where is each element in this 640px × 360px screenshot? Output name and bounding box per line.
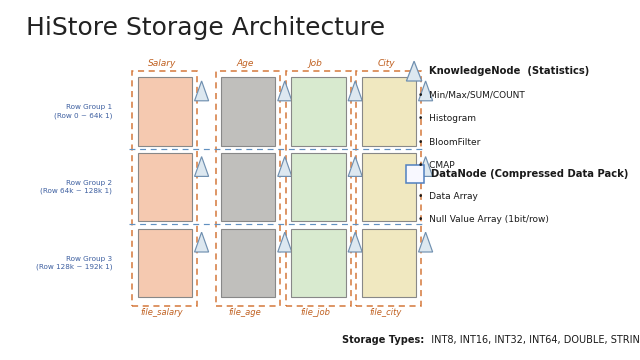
Polygon shape bbox=[348, 232, 362, 252]
Text: Row Group 1
(Row 0 ~ 64k 1): Row Group 1 (Row 0 ~ 64k 1) bbox=[54, 104, 112, 119]
Bar bbox=[291, 77, 346, 146]
Polygon shape bbox=[348, 81, 362, 101]
Polygon shape bbox=[348, 157, 362, 176]
Bar bbox=[406, 165, 424, 183]
Text: Row Group 3
(Row 128k ~ 192k 1): Row Group 3 (Row 128k ~ 192k 1) bbox=[35, 256, 112, 270]
Text: KnowledgeNode  (Statistics): KnowledgeNode (Statistics) bbox=[429, 66, 589, 76]
Text: DataNode (Compressed Data Pack): DataNode (Compressed Data Pack) bbox=[431, 169, 628, 179]
Bar bbox=[362, 77, 416, 146]
Text: Age: Age bbox=[237, 59, 254, 68]
Text: •  BloomFilter: • BloomFilter bbox=[418, 138, 480, 147]
Polygon shape bbox=[419, 81, 433, 101]
Bar bbox=[221, 153, 275, 221]
Polygon shape bbox=[278, 81, 292, 101]
Text: file_age: file_age bbox=[229, 308, 262, 317]
Bar bbox=[356, 71, 421, 306]
Text: file_city: file_city bbox=[370, 308, 403, 317]
Polygon shape bbox=[406, 61, 422, 81]
Text: •  CMAP: • CMAP bbox=[418, 161, 454, 170]
Text: Storage Types:: Storage Types: bbox=[342, 335, 425, 345]
Bar bbox=[132, 71, 197, 306]
Bar bbox=[286, 71, 351, 306]
Polygon shape bbox=[195, 157, 209, 176]
Bar bbox=[221, 229, 275, 297]
Bar bbox=[362, 153, 416, 221]
Text: file_job: file_job bbox=[301, 308, 331, 317]
Text: Row Group 2
(Row 64k ~ 128k 1): Row Group 2 (Row 64k ~ 128k 1) bbox=[40, 180, 112, 194]
Polygon shape bbox=[195, 232, 209, 252]
Polygon shape bbox=[278, 232, 292, 252]
Text: Salary: Salary bbox=[148, 59, 176, 68]
Bar bbox=[216, 71, 280, 306]
Polygon shape bbox=[278, 157, 292, 176]
Bar bbox=[138, 77, 192, 146]
Text: •  Null Value Array (1bit/row): • Null Value Array (1bit/row) bbox=[418, 215, 548, 224]
Text: INT8, INT16, INT32, INT64, DOUBLE, STRING: INT8, INT16, INT32, INT64, DOUBLE, STRIN… bbox=[425, 335, 640, 345]
Polygon shape bbox=[419, 232, 433, 252]
Bar bbox=[291, 153, 346, 221]
Bar bbox=[138, 229, 192, 297]
Text: •  Data Array: • Data Array bbox=[418, 192, 478, 201]
Bar bbox=[138, 153, 192, 221]
Text: Job: Job bbox=[308, 59, 323, 68]
Text: HiStore Storage Architecture: HiStore Storage Architecture bbox=[26, 16, 385, 40]
Bar bbox=[221, 77, 275, 146]
Text: City: City bbox=[377, 59, 395, 68]
Text: file_salary: file_salary bbox=[141, 308, 184, 317]
Polygon shape bbox=[419, 157, 433, 176]
Bar bbox=[362, 229, 416, 297]
Polygon shape bbox=[195, 81, 209, 101]
Text: •  Histogram: • Histogram bbox=[418, 114, 476, 123]
Text: •  Min/Max/SUM/COUNT: • Min/Max/SUM/COUNT bbox=[418, 91, 525, 100]
Bar bbox=[291, 229, 346, 297]
